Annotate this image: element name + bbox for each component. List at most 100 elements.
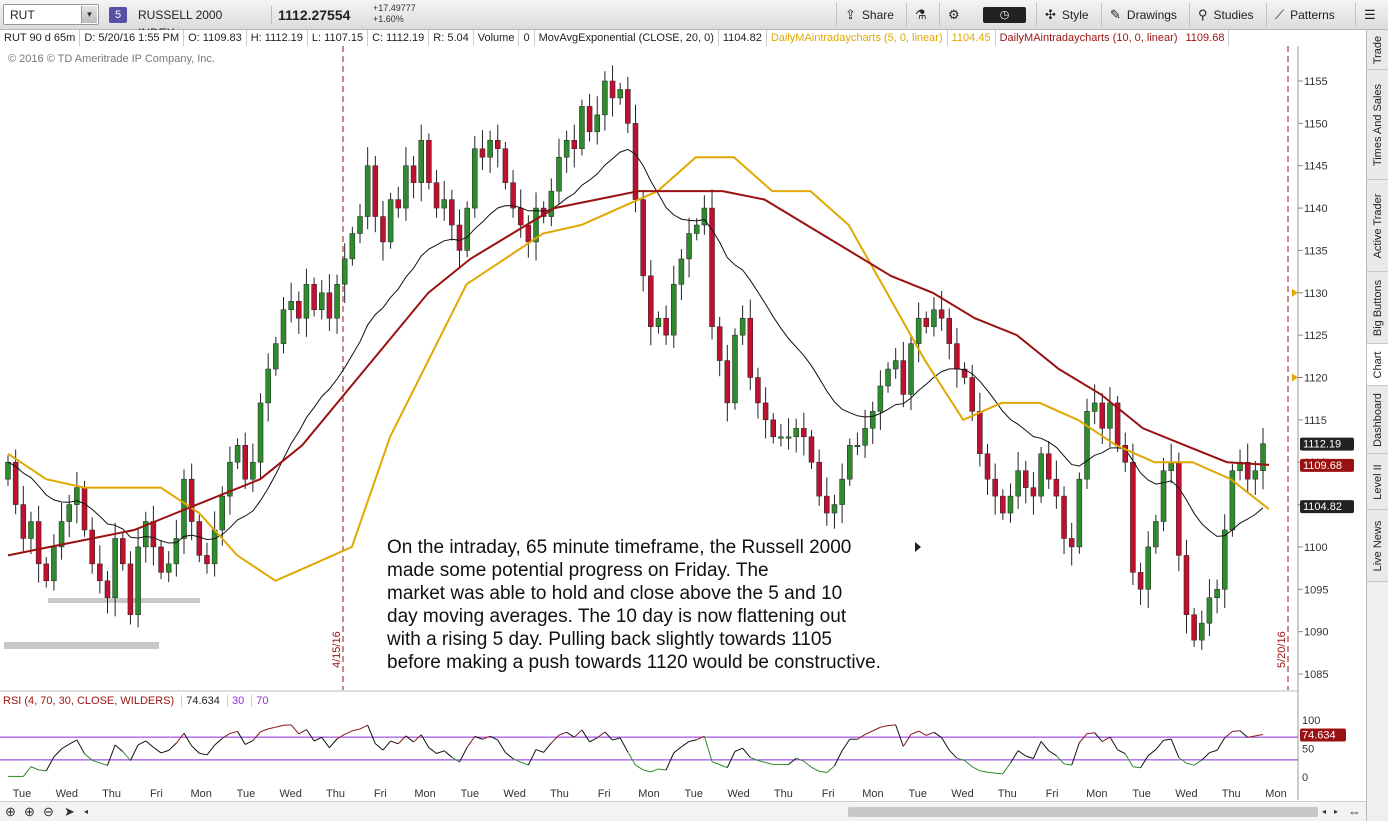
clock-button[interactable]: ◷ [983, 7, 1026, 23]
rsi-segment [1186, 762, 1195, 766]
gear-icon: ⚙ [948, 7, 960, 22]
rsi-segment [658, 768, 667, 771]
zoom-in-icon[interactable]: ⊕ [24, 804, 35, 819]
price-label-bg [1300, 437, 1354, 451]
rsi-segment [1048, 750, 1057, 757]
scroll-left-icon[interactable]: ◂ [84, 807, 89, 816]
play-arrow-icon[interactable] [915, 542, 921, 552]
symbol-description: RUSSELL 2000 INDEX [138, 6, 272, 40]
link-badge[interactable]: 5 [109, 7, 127, 23]
study-dma5-label[interactable]: DailyMAintradaycharts (5, 0, linear) [767, 30, 948, 46]
rsi-segment [229, 730, 238, 734]
candle-down [648, 275, 654, 327]
rsi-segment [191, 745, 200, 754]
aggregation-label[interactable]: RUT 90 d 65m [0, 30, 81, 46]
rsi-header[interactable]: RSI (4, 70, 30, CLOSE, WILDERS) 74.634 3… [3, 695, 269, 707]
rsi-segment [834, 750, 843, 767]
day-label: Tue [1132, 788, 1151, 800]
candle-down [204, 555, 210, 565]
candle-up [892, 360, 899, 370]
candle-up [273, 343, 279, 370]
rsi-segment [22, 766, 32, 777]
rsi-segment [1040, 741, 1050, 752]
rsi-segment [175, 732, 185, 744]
tab-label: Big Buttons [1371, 279, 1384, 336]
tab-big-buttons[interactable]: Big Buttons [1367, 272, 1388, 344]
rsi-segment [336, 733, 345, 740]
rsi-segment [420, 734, 430, 748]
day-label: Fri [822, 788, 835, 800]
candlesticks [5, 65, 1266, 650]
rsi-segment [145, 740, 154, 748]
candle-up [548, 190, 555, 217]
tab-live-news[interactable]: Live News [1367, 510, 1388, 582]
rsi-segment [1193, 759, 1203, 766]
scroll-left-end-icon[interactable]: ◂ [1322, 807, 1327, 816]
rsi-segment [137, 740, 146, 746]
tab-label: Live News [1371, 520, 1384, 571]
candle-down [923, 317, 930, 327]
chart-area[interactable]: 1085109010951100110511101115112011251130… [0, 46, 1366, 816]
studies-button[interactable]: ⚲ Studies [1189, 3, 1262, 27]
style-button[interactable]: ✣ Style [1036, 3, 1097, 27]
rsi-segment [612, 737, 621, 741]
rsi-segment [38, 769, 47, 772]
scroll-right-icon[interactable]: ▸ [1334, 807, 1339, 816]
time-axis[interactable]: Tue Wed Thu Fri Mon Tue Wed Thu Fri Mon Tue Wed Thu F… [13, 788, 1287, 800]
menu-button[interactable]: ☰ [1355, 3, 1388, 27]
chevron-down-icon[interactable]: ▼ [81, 6, 97, 23]
tab-active-trader[interactable]: Active Trader [1367, 180, 1388, 272]
crosshair-icon[interactable]: ⊕ [5, 804, 16, 819]
patterns-button[interactable]: ⟋ Patterns [1266, 3, 1343, 27]
tab-chart[interactable]: Chart [1367, 344, 1388, 386]
candle-down [1000, 495, 1006, 514]
candle-up [908, 343, 914, 395]
candle-down [770, 419, 776, 438]
tab-level-ii[interactable]: Level II [1367, 454, 1388, 510]
support-zone [48, 598, 200, 603]
rsi-segment [543, 742, 552, 753]
candle-down [449, 199, 455, 226]
day-label: Mon [414, 788, 435, 800]
rsi-segment [1102, 736, 1111, 743]
tab-times-and-sales[interactable]: Times And Sales [1367, 70, 1388, 180]
expand-icon[interactable]: ⇔ [1348, 804, 1361, 819]
moving-averages [7, 148, 1270, 582]
rsi-panel[interactable]: 0 50 100 74.634 [0, 715, 1346, 784]
rsi-segment [926, 731, 935, 736]
horizontal-scrollbar[interactable] [848, 807, 1318, 817]
copyright-text: © 2016 © TD Ameritrade IP Company, Inc. [8, 53, 215, 65]
candle-up [472, 148, 478, 209]
flask-button[interactable]: ⚗ [906, 3, 938, 27]
settings-button[interactable]: ⚙ [939, 3, 973, 27]
bar-high: H: 1112.19 [247, 30, 308, 46]
rsi-segment [941, 737, 950, 751]
candle-up [1107, 402, 1113, 429]
candle-up [28, 521, 34, 539]
rsi-segment [489, 735, 498, 741]
rsi-segment [482, 735, 491, 740]
drawings-button[interactable]: ✎ Drawings [1101, 3, 1185, 27]
candle-down [120, 538, 126, 565]
candle-up [357, 216, 363, 234]
candle-up [839, 478, 845, 505]
tab-dashboard[interactable]: Dashboard [1367, 386, 1388, 454]
tab-trade[interactable]: Trade [1367, 30, 1388, 70]
rsi-segment [61, 743, 70, 750]
share-button[interactable]: ⇪ Share [836, 3, 902, 27]
candle-up [579, 106, 585, 150]
rsi-segment [99, 762, 108, 766]
rsi-segment [589, 737, 598, 743]
zoom-out-icon[interactable]: ⊖ [43, 804, 54, 819]
candle-up [686, 233, 692, 260]
rsi-segment [436, 750, 445, 754]
candle-up [655, 317, 662, 327]
symbol-selector[interactable]: RUT ▼ [3, 4, 99, 25]
candle-up [1015, 470, 1021, 497]
cursor-icon[interactable]: ➤ [64, 804, 75, 819]
study-dma10-label[interactable]: DailyMAintradaycharts (10, 0, linear) [999, 32, 1178, 44]
study-ema-label[interactable]: MovAvgExponential (CLOSE, 20, 0) [535, 30, 719, 46]
rsi-segment [520, 761, 529, 766]
rsi-segment [1255, 733, 1264, 737]
candle-down [801, 428, 807, 438]
